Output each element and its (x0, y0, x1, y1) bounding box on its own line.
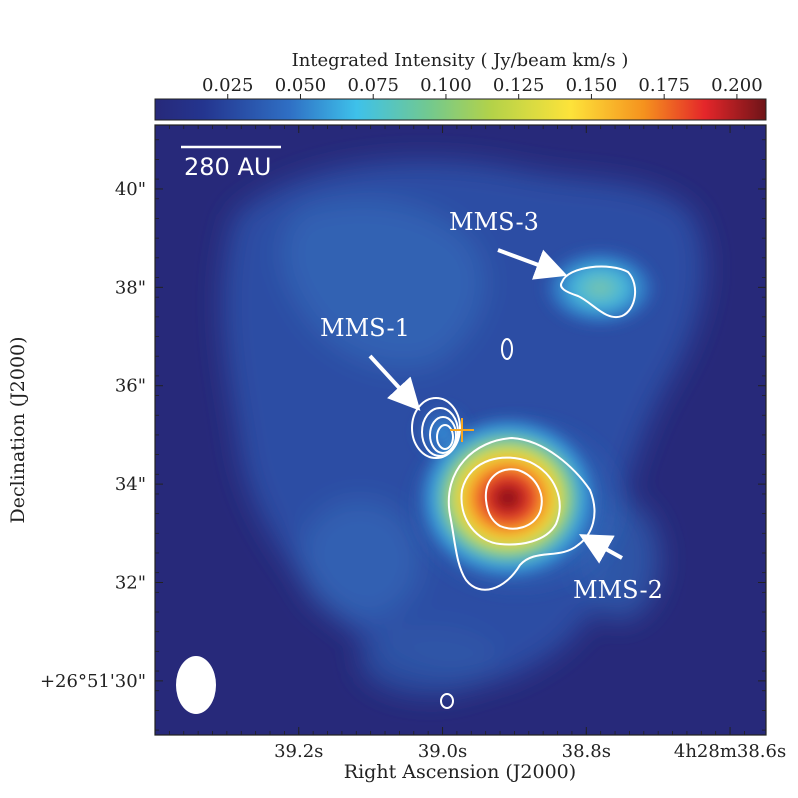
cross-marker (450, 418, 474, 442)
x-axis: 39.2s 39.0s 38.8s 4h28m38.6s (274, 125, 786, 762)
contour-mms1-2 (421, 407, 459, 457)
minor-ticks (155, 125, 766, 735)
arrow-mms1 (368, 354, 421, 411)
annotation-mms1: MMS-1 (320, 314, 410, 342)
colorbar-tick-label: 0.200 (711, 75, 763, 96)
colorbar-tick-label: 0.025 (202, 75, 254, 96)
colorbar-tick-label: 0.150 (566, 75, 618, 96)
contour-mms2-mid (460, 456, 561, 546)
y-axis-title: Declination (J2000) (7, 336, 29, 523)
contour-mms2-inner (484, 468, 543, 530)
contour-mms3 (560, 265, 637, 319)
contour-mms1-4 (436, 424, 454, 450)
plot-frame (154, 124, 767, 736)
arrow-mms2 (579, 534, 623, 564)
mms3-emission (542, 248, 658, 328)
y-tick-label: +26°51'30" (40, 671, 146, 692)
annotation-mms3: MMS-3 (449, 208, 539, 236)
colorbar-tick-label: 0.100 (420, 75, 472, 96)
colorbar-label: Integrated Intensity ( Jy/beam km/s ) (292, 50, 629, 71)
contour-small-2 (440, 693, 454, 709)
contour-mms1-1 (411, 397, 461, 459)
arrow-mms3 (497, 248, 568, 280)
colorbar: Integrated Intensity ( Jy/beam km/s ) 0.… (154, 50, 767, 121)
x-tick-label: 39.2s (274, 741, 323, 762)
y-tick-label: 34" (115, 474, 146, 495)
y-axis: 40" 38" 36" 34" 32" +26°51'30" (40, 179, 766, 692)
colorbar-tick-label: 0.175 (638, 75, 690, 96)
colorbar-ticks: 0.025 0.050 0.075 0.100 0.125 0.150 0.175 0.200 (202, 75, 763, 99)
beam-ellipse (176, 656, 216, 714)
x-tick-label: 39.0s (418, 741, 467, 762)
y-tick-label: 38" (115, 277, 146, 298)
scale-bar-label: 280 AU (184, 153, 271, 181)
colorbar-tick-label: 0.050 (275, 75, 327, 96)
y-tick-label: 40" (115, 179, 146, 200)
mms2-emission (418, 416, 598, 580)
x-tick-label: 4h28m38.6s (674, 741, 786, 762)
colorbar-tick-label: 0.075 (347, 75, 399, 96)
contour-small-1 (501, 338, 513, 360)
colorbar-tick-label: 0.125 (493, 75, 545, 96)
x-axis-title: Right Ascension (J2000) (344, 761, 576, 783)
y-tick-label: 32" (115, 573, 146, 594)
annotation-mms2: MMS-2 (573, 576, 663, 604)
intensity-map: 280 AU MMS-3 MMS-1 MMS-2 (155, 125, 766, 735)
contour-mms1-3 (429, 416, 457, 454)
y-tick-label: 36" (115, 376, 146, 397)
x-tick-label: 38.8s (562, 741, 611, 762)
colorbar-gradient (154, 98, 767, 121)
